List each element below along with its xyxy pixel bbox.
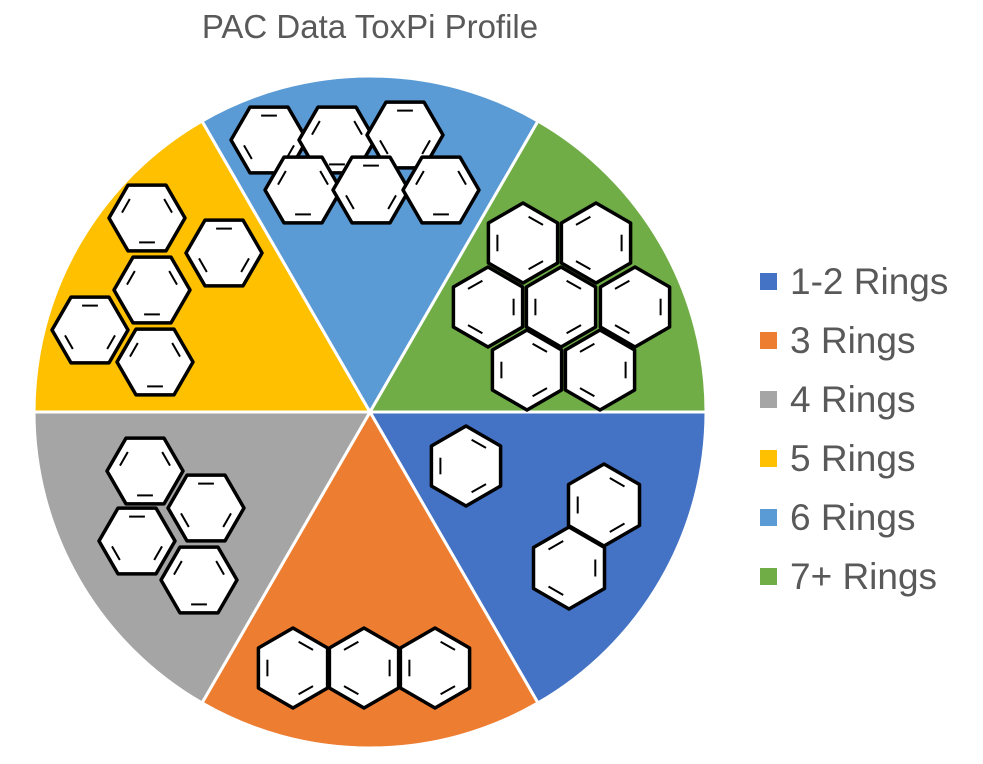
legend-label: 1-2 Rings: [790, 260, 949, 302]
legend-label: 4 Rings: [790, 378, 916, 420]
legend-item: 5 Rings: [760, 429, 948, 488]
chart-legend: 1-2 Rings 3 Rings 4 Rings 5 Rings 6 Rings 7+ …: [760, 252, 948, 606]
benzoperylene-icon: [229, 100, 481, 225]
legend-item: 4 Rings: [760, 370, 948, 429]
legend-swatch: [760, 332, 777, 349]
legend-item: 6 Rings: [760, 488, 948, 547]
coronene-icon: [451, 201, 672, 412]
chart-title: PAC Data ToxPi Profile: [201, 8, 539, 45]
anthracene-icon: [256, 626, 472, 710]
legend-swatch: [760, 509, 777, 526]
legend-label: 3 Rings: [790, 319, 916, 361]
legend-label: 5 Rings: [790, 437, 916, 479]
legend-swatch: [760, 273, 777, 290]
legend-item: 3 Rings: [760, 311, 948, 370]
legend-swatch: [760, 450, 777, 467]
legend-label: 7+ Rings: [790, 555, 938, 597]
benzopyrene-icon: [50, 183, 264, 397]
legend-swatch: [760, 568, 777, 585]
pyrene-icon: [97, 436, 246, 615]
legend-item: 1-2 Rings: [760, 252, 948, 311]
legend-label: 6 Rings: [790, 496, 916, 538]
legend-item: 7+ Rings: [760, 547, 948, 606]
benzene-naphthalene-icon: [429, 424, 642, 611]
legend-swatch: [760, 391, 777, 408]
